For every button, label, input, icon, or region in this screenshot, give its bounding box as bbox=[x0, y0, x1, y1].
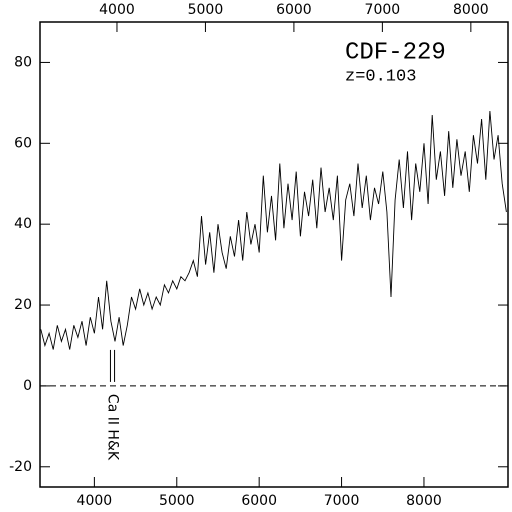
x-tick-label: 7000 bbox=[324, 493, 360, 509]
x2-tick-label: 4000 bbox=[99, 2, 135, 18]
y-tick-label: 40 bbox=[14, 216, 32, 232]
x-tick-label: 5000 bbox=[159, 493, 195, 509]
x-tick-label: 8000 bbox=[406, 493, 442, 509]
chart-title: CDF-229 bbox=[345, 39, 446, 66]
y-tick-label: -20 bbox=[9, 459, 32, 475]
spectrum-line bbox=[40, 110, 507, 350]
x-tick-label: 6000 bbox=[241, 493, 277, 509]
y-tick-label: 20 bbox=[14, 297, 32, 313]
x-tick-label: 4000 bbox=[77, 493, 113, 509]
x2-tick-label: 8000 bbox=[453, 2, 489, 18]
y-tick-label: 60 bbox=[14, 135, 32, 151]
plot-frame bbox=[39, 21, 509, 488]
y-tick-label: 80 bbox=[14, 54, 32, 70]
chart-subtitle: z=0.103 bbox=[345, 67, 416, 86]
x2-tick-label: 6000 bbox=[276, 2, 312, 18]
x2-tick-label: 5000 bbox=[188, 2, 224, 18]
annotation: Ca II H&K bbox=[105, 394, 121, 461]
y-tick-label: 0 bbox=[23, 378, 32, 394]
x2-tick-label: 7000 bbox=[365, 2, 401, 18]
